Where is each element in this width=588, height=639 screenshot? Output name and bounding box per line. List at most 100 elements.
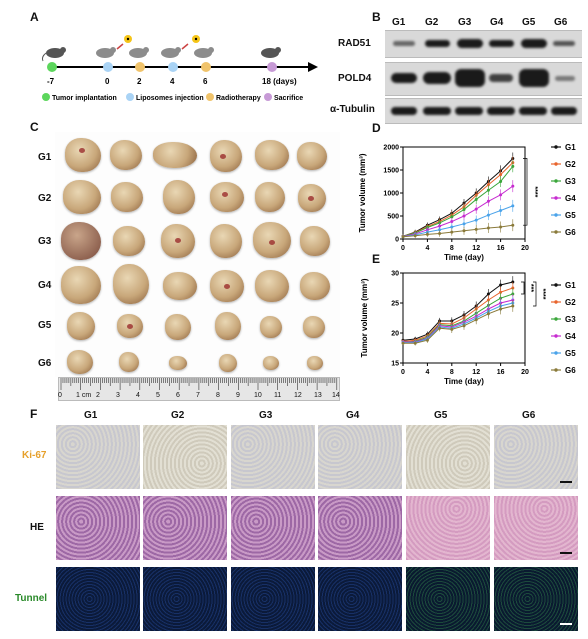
- ruler-label: 3: [116, 392, 120, 399]
- tumor-g3: [300, 226, 330, 256]
- histology-image-he: [406, 496, 490, 560]
- day-label: -7: [47, 77, 55, 86]
- tumor-g5: [165, 314, 191, 340]
- tumor-g5: [260, 316, 282, 338]
- tumor-g6: [67, 350, 93, 374]
- histology-image-he: [318, 496, 402, 560]
- ruler-label: 9: [236, 392, 240, 399]
- data-point: [438, 221, 442, 225]
- data-point: [438, 326, 442, 330]
- legend-marker: [554, 179, 558, 183]
- histology-group-label: G4: [346, 410, 360, 421]
- data-point: [511, 164, 515, 168]
- marker-radio: [201, 62, 211, 72]
- blot-group-label: G3: [458, 17, 472, 28]
- ruler-label: 11: [274, 392, 282, 399]
- marker-radio: [135, 62, 145, 72]
- y-tick-label: 30: [391, 271, 399, 278]
- mouse-icon: [96, 43, 124, 58]
- histology-image-ki67: [406, 425, 490, 489]
- marker-implant: [47, 62, 57, 72]
- day-label: 4: [170, 77, 175, 86]
- data-point: [438, 228, 442, 232]
- tumor-g1: [297, 142, 327, 170]
- tumor-g5: [67, 312, 95, 340]
- significance-bracket: [521, 281, 525, 295]
- data-point: [511, 304, 515, 308]
- data-point: [499, 283, 503, 287]
- legend-label: G2: [565, 160, 576, 169]
- tumor-g2: [255, 182, 285, 212]
- legend-label: G5: [565, 211, 576, 220]
- series-line-g4: [402, 185, 514, 237]
- panel-label-f: F: [30, 407, 38, 421]
- series-line-g6: [402, 224, 513, 238]
- ruler-label: 0: [58, 392, 62, 399]
- data-point: [462, 208, 466, 212]
- tumor-g2: [298, 184, 326, 212]
- data-point: [511, 286, 515, 290]
- data-point: [413, 234, 417, 238]
- histology-group-label: G5: [434, 410, 448, 421]
- panel-label-d: D: [372, 121, 381, 135]
- series-line-g3: [402, 166, 514, 237]
- ruler-cm-label: 1 cm: [76, 392, 92, 399]
- ruler-label: 7: [196, 392, 200, 399]
- series-line-g2: [402, 287, 513, 342]
- legend-marker: [554, 283, 558, 287]
- panel-label-c: C: [30, 120, 39, 134]
- radiation-icon: [124, 35, 132, 43]
- x-tick-label: 0: [401, 245, 405, 252]
- tumor-g4: [255, 270, 289, 302]
- legend-label: G1: [565, 143, 576, 152]
- marker-lipo: [168, 62, 178, 72]
- tumor-g4: [61, 266, 101, 304]
- tumor-g6: [263, 356, 279, 370]
- day-label: 6: [203, 77, 208, 86]
- x-axis-label: Time (day): [444, 253, 484, 262]
- data-point: [474, 318, 478, 322]
- histology-image-he: [56, 496, 140, 560]
- ruler-label: 13: [314, 392, 322, 399]
- blot-group-label: G2: [425, 17, 439, 28]
- blot-strip-pold4: [385, 62, 582, 96]
- protein-label: α-Tubulin: [330, 104, 375, 115]
- panel-label-a: A: [30, 10, 39, 24]
- data-point: [499, 193, 503, 197]
- data-point: [486, 199, 490, 203]
- x-tick-label: 20: [521, 369, 529, 376]
- legend-dot: [206, 93, 214, 101]
- legend-marker: [554, 196, 558, 200]
- legend-label: G3: [565, 315, 576, 324]
- data-point: [474, 218, 478, 222]
- tumor-g3: [61, 222, 101, 260]
- data-point: [450, 230, 454, 234]
- data-point: [499, 290, 503, 294]
- histology-image-he: [143, 496, 227, 560]
- ruler-labels: 0 1 cm 2 3 4 5 6 7 8 9 10 11 12 13 14: [58, 392, 340, 402]
- x-tick-label: 4: [425, 369, 429, 376]
- legend-dot: [42, 93, 50, 101]
- tumor-g1: [210, 140, 242, 172]
- tumor-row-label: G4: [38, 280, 52, 291]
- blot-group-label: G1: [392, 17, 406, 28]
- y-tick-label: 500: [387, 214, 399, 221]
- x-tick-label: 16: [497, 245, 505, 252]
- data-point: [450, 327, 454, 331]
- legend-label: G1: [565, 281, 576, 290]
- significance-label: ****: [531, 186, 538, 197]
- data-point: [450, 215, 454, 219]
- tumor-g5: [215, 312, 241, 340]
- legend-marker: [554, 145, 558, 149]
- tumor-g3: [253, 222, 291, 258]
- x-tick-label: 8: [450, 245, 454, 252]
- ruler-label: 5: [156, 392, 160, 399]
- series-line-g2: [402, 162, 514, 237]
- x-tick-label: 0: [401, 369, 405, 376]
- blot-strip-tubulin: [385, 98, 582, 124]
- tumor-g6: [307, 356, 323, 370]
- histology-image-he: [494, 496, 578, 560]
- legend-marker: [554, 351, 558, 355]
- plot-frame: [402, 272, 526, 364]
- body-weight-chart: 0 4 8 12 16 20 15 20 25 30 Time (day) Tumor volume …: [360, 271, 576, 387]
